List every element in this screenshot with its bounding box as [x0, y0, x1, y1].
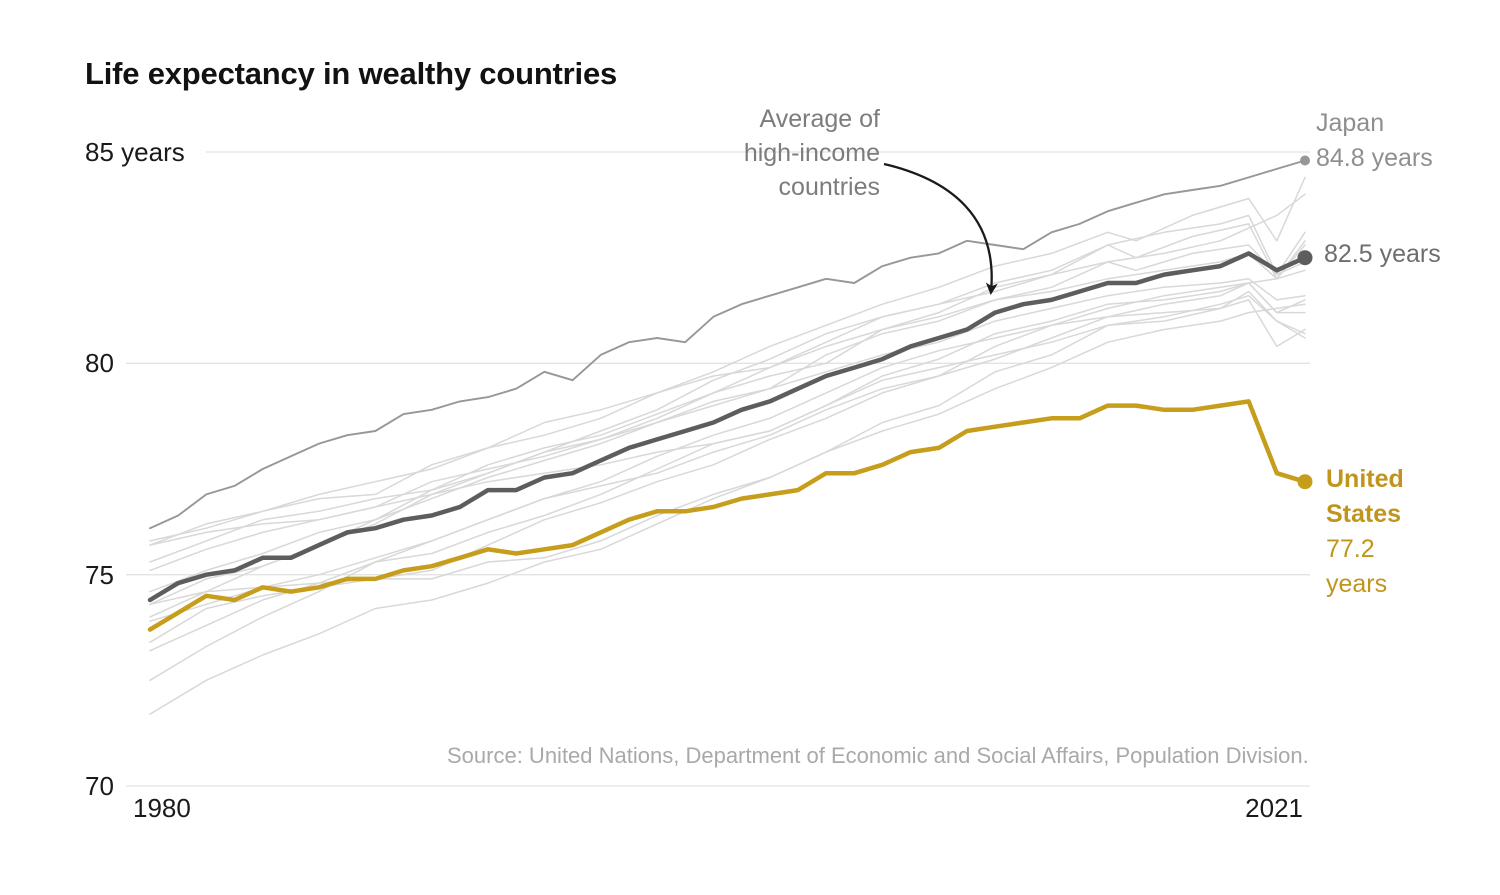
chart-title: Life expectancy in wealthy countries	[85, 56, 618, 91]
series-line-country-02	[149, 193, 1306, 593]
y-tick-label-75: 75	[85, 559, 114, 590]
y-tick-label-70: 70	[85, 771, 114, 801]
annotation-line-3: countries	[778, 173, 880, 201]
series-line-country-10	[149, 282, 1306, 682]
united-states-end-dot	[1297, 474, 1313, 490]
series-line-united-states	[147, 399, 1308, 632]
japan-end-label: Japan 84.8 years	[1316, 106, 1433, 176]
horizontal-gridlines	[126, 151, 1310, 787]
japan-end-dot	[1300, 155, 1310, 166]
series-line-high-income-average	[147, 251, 1308, 603]
y-tick-label-80: 80	[85, 348, 114, 379]
us-name-label: United States	[1326, 465, 1404, 528]
series-line-japan	[149, 159, 1306, 530]
series-line-country-07	[149, 290, 1306, 652]
high-income-average-end-dot	[1297, 250, 1313, 266]
x-tick-label-1980: 1980	[133, 793, 191, 823]
x-tick-label-2021: 2021	[1245, 793, 1303, 823]
source-credit: Source: United Nations, Department of Ec…	[447, 743, 1309, 768]
y-tick-label-85: 85 years	[85, 137, 185, 167]
series-line-country-11	[149, 269, 1306, 644]
japan-name-label: Japan	[1316, 109, 1385, 137]
average-annotation: Average of high-income countries	[690, 102, 880, 204]
series-line-country-14	[149, 278, 1306, 572]
series-line-country-05	[149, 299, 1306, 622]
series-line-country-04	[149, 244, 1306, 542]
united-states-end-label: United States 77.2 years	[1326, 462, 1436, 602]
series-line-country-09	[149, 214, 1306, 563]
japan-value-label: 84.8 years	[1316, 144, 1433, 172]
annotation-arrow-icon	[883, 162, 998, 295]
us-value-label: 77.2 years	[1326, 535, 1388, 598]
average-end-label: 82.5 years	[1324, 240, 1441, 268]
series-line-country-13	[149, 303, 1306, 606]
annotation-line-2: high-income	[743, 139, 880, 167]
annotation-line-1: Average of	[759, 105, 880, 133]
series-line-country-01	[149, 176, 1306, 546]
series-line-country-06	[149, 244, 1306, 606]
series-lines	[147, 155, 1313, 715]
